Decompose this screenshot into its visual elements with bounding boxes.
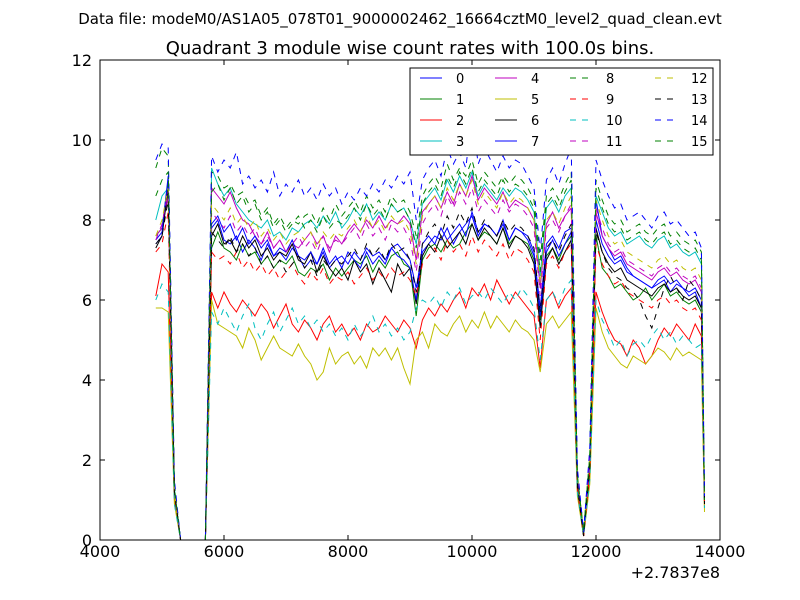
series-line-11	[155, 186, 705, 540]
legend-label: 0	[456, 72, 464, 87]
legend-entry-10: 10	[570, 114, 623, 129]
series-line-12	[155, 178, 705, 540]
legend-label: 3	[456, 135, 464, 150]
legend-label: 4	[531, 72, 539, 87]
series-line-9	[155, 211, 705, 540]
legend-entry-11: 11	[570, 135, 623, 150]
legend-label: 15	[691, 135, 708, 150]
legend-label: 7	[531, 135, 539, 150]
legend-label: 11	[606, 135, 623, 150]
legend-entry-4: 4	[495, 72, 539, 87]
legend-entry-15: 15	[655, 135, 708, 150]
series-line-10	[155, 278, 705, 540]
y-tick-label: 10	[72, 131, 92, 150]
legend-entry-6: 6	[495, 114, 539, 129]
series-line-13	[155, 199, 705, 540]
x-tick-label: 14000	[695, 542, 746, 561]
x-offset-label: +2.7837e8	[631, 563, 720, 582]
legend-entry-12: 12	[655, 72, 708, 87]
legend-label: 2	[456, 114, 464, 129]
series-line-8	[155, 146, 705, 540]
y-tick-label: 2	[82, 451, 92, 470]
x-tick-label: 4000	[80, 542, 121, 561]
figure-suptitle: Data file: modeM0/AS1A05_078T01_90000024…	[78, 10, 722, 29]
legend-entry-9: 9	[570, 93, 614, 108]
series-layer	[155, 115, 705, 540]
series-line-3	[155, 167, 705, 540]
x-tick-label: 10000	[447, 542, 498, 561]
series-line-14	[155, 115, 705, 540]
legend-entry-7: 7	[495, 135, 539, 150]
legend-label: 13	[691, 93, 708, 108]
legend-label: 8	[606, 72, 614, 87]
legend-frame	[409, 67, 714, 156]
y-tick-label: 6	[82, 291, 92, 310]
legend-label: 12	[691, 72, 708, 87]
legend-entry-8: 8	[570, 72, 614, 87]
y-tick-label: 8	[82, 211, 92, 230]
x-tick-label: 8000	[328, 542, 369, 561]
y-tick-label: 4	[82, 371, 92, 390]
x-tick-label: 12000	[571, 542, 622, 561]
series-line-6	[155, 187, 705, 540]
y-tick-label: 12	[72, 51, 92, 70]
legend-label: 9	[606, 93, 614, 108]
legend-entry-3: 3	[420, 135, 464, 150]
series-line-7	[155, 175, 705, 540]
series-line-5	[155, 299, 705, 540]
x-tick-label: 6000	[204, 542, 245, 561]
chart-title: Quadrant 3 module wise count rates with …	[166, 38, 655, 59]
series-line-4	[155, 174, 705, 540]
legend-entry-0: 0	[420, 72, 464, 87]
legend-entry-5: 5	[495, 93, 539, 108]
legend-entry-13: 13	[655, 93, 708, 108]
legend-label: 14	[691, 114, 708, 129]
y-tick-label: 0	[82, 531, 92, 550]
legend-label: 6	[531, 114, 539, 129]
series-line-15	[155, 166, 705, 540]
legend-label: 10	[606, 114, 623, 129]
x-axis: 4000 6000 8000 10000 12000 14000	[80, 60, 746, 561]
legend-entry-1: 1	[420, 93, 464, 108]
legend-label: 1	[456, 93, 464, 108]
legend-label: 5	[531, 93, 539, 108]
legend-entry-2: 2	[420, 114, 464, 129]
legend-entry-14: 14	[655, 114, 708, 129]
